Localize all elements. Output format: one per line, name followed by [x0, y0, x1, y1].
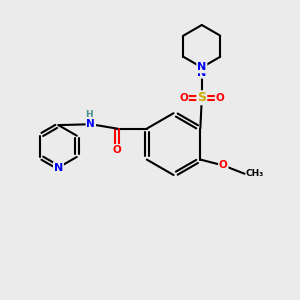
Text: N: N: [54, 163, 63, 172]
Text: O: O: [113, 145, 122, 155]
Text: S: S: [197, 91, 206, 104]
Text: N: N: [197, 62, 206, 72]
Text: CH₃: CH₃: [246, 169, 264, 178]
Text: H: H: [85, 110, 93, 119]
Text: O: O: [219, 160, 228, 170]
Text: N: N: [86, 119, 95, 129]
Text: O: O: [216, 93, 224, 103]
Text: O: O: [179, 93, 188, 103]
Text: N: N: [197, 68, 206, 78]
